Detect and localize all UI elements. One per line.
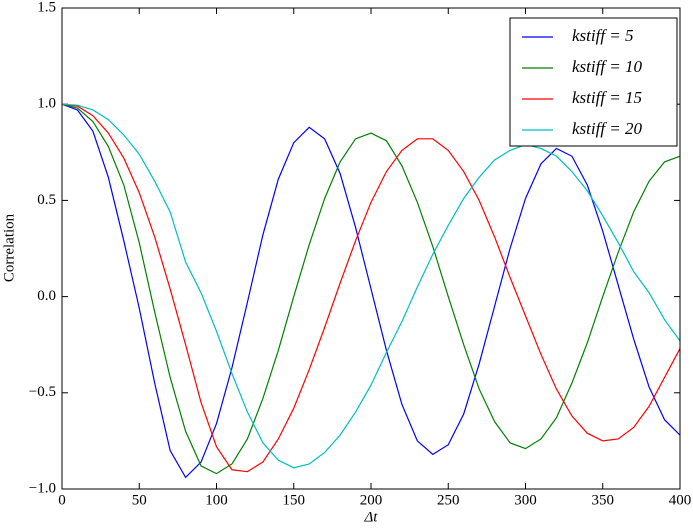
x-axis-label: Δt [364, 509, 379, 525]
legend-box [509, 17, 678, 147]
y-tick-label: 1.5 [37, 0, 56, 15]
series-line [61, 103, 681, 479]
legend-label: kstiff = 15 [572, 88, 642, 107]
x-tick-label: 200 [360, 492, 383, 508]
x-tick-label: 350 [592, 492, 615, 508]
y-tick-label: 0.0 [37, 288, 56, 304]
y-tick-label: −1.0 [29, 480, 56, 496]
y-tick-label: 0.5 [37, 192, 56, 208]
x-tick-label: 300 [514, 492, 537, 508]
x-tick-label: 150 [283, 492, 306, 508]
legend-label: kstiff = 5 [572, 26, 634, 45]
x-tick-label: 400 [669, 492, 692, 508]
x-tick-label: 250 [437, 492, 460, 508]
series-line [61, 103, 681, 473]
plot-frame [61, 7, 681, 490]
series-line [61, 103, 681, 475]
y-tick-label: −0.5 [29, 384, 56, 400]
x-tick-label: 0 [58, 492, 66, 508]
legend-label: kstiff = 20 [572, 119, 643, 138]
y-tick-label: 1.0 [37, 96, 56, 112]
x-tick-label: 100 [205, 492, 228, 508]
x-tick-label: 50 [132, 492, 147, 508]
series-line [61, 103, 681, 469]
y-axis-label: Correlation [1, 213, 17, 282]
legend-label: kstiff = 10 [572, 57, 643, 76]
